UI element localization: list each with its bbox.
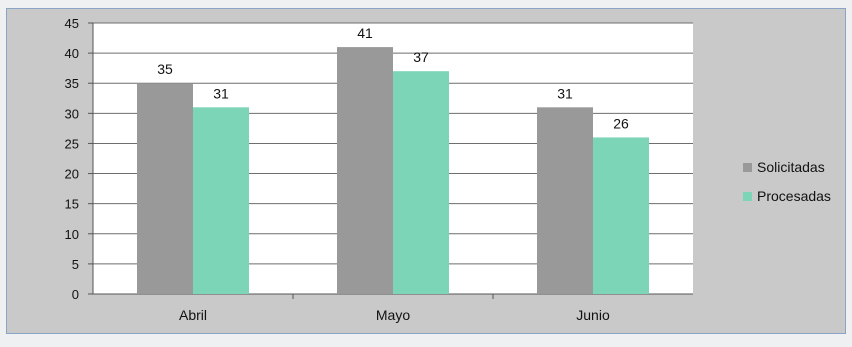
y-tick-label: 35	[65, 76, 79, 91]
legend-label: Procesadas	[757, 188, 831, 204]
y-tick-label: 30	[65, 106, 79, 121]
data-label: 35	[157, 61, 173, 77]
data-label: 26	[613, 115, 629, 131]
x-category-label: Junio	[576, 307, 610, 323]
bar-procesadas-junio	[593, 137, 649, 294]
chart-area: 0 5 10 15 20 25 30 35 40 45 35 31 41 37 31 26 Abril May…	[6, 8, 846, 334]
y-tick-label: 0	[72, 287, 79, 302]
legend-label: Solicitadas	[757, 159, 825, 175]
bar-solicitadas-abril	[137, 83, 193, 294]
legend-swatch	[743, 192, 752, 201]
y-tick-label: 15	[65, 197, 79, 212]
y-tick-label: 25	[65, 136, 79, 151]
y-tick-label: 20	[65, 167, 79, 182]
x-axis-category-labels: Abril Mayo Junio	[179, 307, 610, 323]
data-label: 31	[213, 85, 229, 101]
x-category-label: Abril	[179, 307, 207, 323]
legend: Solicitadas Procesadas	[743, 159, 831, 204]
bars	[137, 47, 649, 294]
bar-procesadas-abril	[193, 107, 249, 294]
x-category-label: Mayo	[376, 307, 410, 323]
legend-swatch	[743, 163, 752, 172]
y-tick-label: 40	[65, 46, 79, 61]
y-tick-label: 5	[72, 257, 79, 272]
y-axis-tick-labels: 0 5 10 15 20 25 30 35 40 45	[65, 16, 79, 302]
bar-solicitadas-mayo	[337, 47, 393, 294]
data-label: 31	[557, 85, 573, 101]
data-label: 41	[357, 25, 373, 41]
data-labels: 35 31 41 37 31 26	[157, 25, 629, 131]
bar-solicitadas-junio	[537, 107, 593, 294]
y-tick-label: 45	[65, 16, 79, 31]
data-label: 37	[413, 49, 429, 65]
bar-procesadas-mayo	[393, 71, 449, 294]
bar-chart: 0 5 10 15 20 25 30 35 40 45 35 31 41 37 31 26 Abril May…	[65, 16, 831, 323]
y-tick-label: 10	[65, 227, 79, 242]
